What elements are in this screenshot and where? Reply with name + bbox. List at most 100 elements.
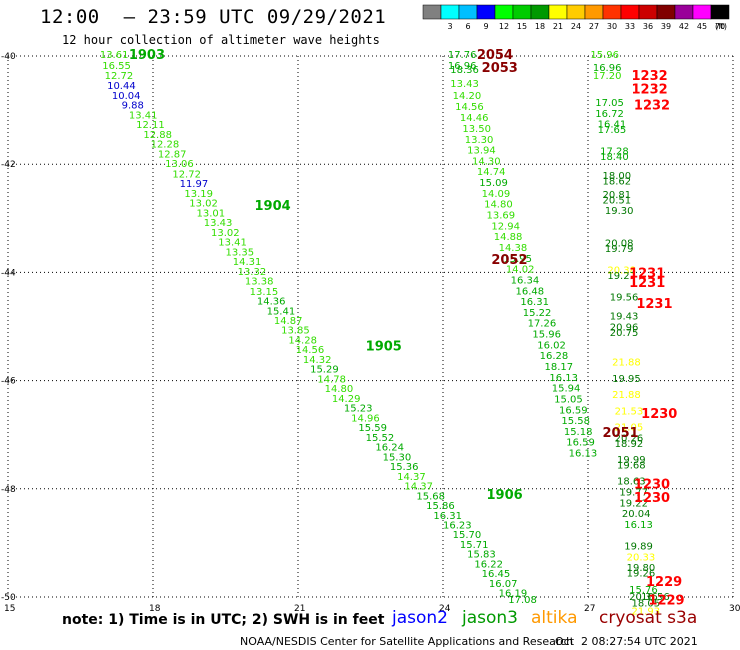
wave-height-label: 13.50 [462, 124, 491, 135]
legend-bin-label: 6 [465, 22, 470, 31]
wave-height-label: 15.71 [460, 540, 489, 551]
legend-swatch [458, 4, 478, 20]
pass-number-label: 1905 [366, 339, 402, 354]
legend-bin-label: 33 [625, 22, 635, 31]
pass-number-label: 1230 [641, 407, 677, 422]
wave-height-label: 12.28 [151, 140, 180, 151]
axes: 15 18 21 24 27 30 -40 -42 -44 -46 -48 -50 [1, 52, 740, 614]
pass-number-label: 1230 [634, 491, 670, 506]
wave-height-label: 21.88 [612, 390, 641, 401]
pass-number-label: 1906 [487, 488, 523, 503]
wave-height-label: 16.55 [102, 61, 131, 72]
legend-bin-label: 36 [643, 22, 653, 31]
legend-bin-label: 39 [661, 22, 671, 31]
pass-number-label: 1229 [648, 594, 684, 609]
wave-height-label: 17.20 [593, 71, 622, 82]
wave-height-label: 13.69 [487, 211, 516, 222]
wave-height-label: 20.51 [603, 195, 632, 206]
wave-height-values: 13.6116.5512.7210.4410.049.8813.4112.111… [100, 50, 670, 618]
wave-height-label: 12.88 [143, 130, 172, 141]
wave-height-label: 13.43 [450, 79, 479, 90]
wave-height-label: 16.07 [489, 579, 518, 590]
x-tick-label: 18 [149, 604, 161, 614]
wave-height-label: 19.99 [617, 455, 646, 466]
legend-swatch [602, 4, 622, 20]
wave-height-label: 21.93 [632, 607, 661, 618]
note-text: note: 1) Time is in UTC; 2) SWH is in fe… [62, 612, 385, 628]
wave-height-label: 18.92 [615, 439, 644, 450]
wave-height-label: 12.11 [136, 120, 165, 131]
wave-height-label: 16.41 [598, 120, 627, 131]
wave-height-label: 14.87 [274, 316, 303, 327]
wave-height-label: 16.23 [443, 521, 472, 532]
wave-height-label: 16.13 [624, 520, 653, 531]
wave-height-label: 15.83 [467, 550, 496, 561]
x-tick-label: 15 [4, 604, 15, 614]
x-tick-label: 21 [294, 604, 305, 614]
wave-height-label: 15.23 [344, 404, 373, 415]
wave-height-label: 18.05 [632, 598, 661, 609]
wave-height-label: 14.80 [325, 384, 354, 395]
legend-bin-label: 24 [571, 22, 581, 31]
wave-height-label: 19.26 [627, 569, 656, 580]
wave-height-label: 16.28 [540, 351, 569, 362]
wave-height-label: 15.22 [523, 308, 552, 319]
wave-height-label: 12.72 [105, 71, 134, 82]
wave-height-label: 15.30 [383, 452, 412, 463]
wave-height-label: 16.48 [516, 286, 545, 297]
wave-height-label: 16.24 [375, 443, 404, 454]
legend-swatch [620, 4, 640, 20]
legend-swatch [710, 4, 730, 20]
wave-height-label: 19.43 [610, 312, 639, 323]
legend-swatch [638, 4, 658, 20]
wave-height-label: 14.56 [296, 345, 325, 356]
wave-height-label: 20.04 [622, 509, 651, 520]
y-tick-label: -42 [1, 160, 16, 170]
wave-height-label: 18.00 [603, 171, 632, 182]
y-tick-label: -48 [1, 485, 16, 495]
y-tick-label: -44 [1, 268, 16, 278]
wave-height-label: 15.94 [552, 384, 581, 395]
x-tick-label: 24 [439, 604, 451, 614]
wave-height-label: 13.61 [100, 50, 129, 61]
wave-height-label: 16.45 [482, 569, 511, 580]
wave-height-label: 9.88 [122, 101, 144, 112]
wave-height-label: 14.88 [494, 232, 523, 243]
pass-number-label: 2052 [491, 253, 527, 268]
wave-height-label: 14.09 [482, 189, 511, 200]
wave-height-label: 13.35 [226, 247, 255, 258]
wave-height-label: 19.27 [607, 271, 636, 282]
wave-height-label: 14.28 [288, 335, 317, 346]
legend-bin-label: 15 [517, 22, 527, 31]
pass-number-label: 1232 [632, 69, 668, 84]
y-tick-label: -40 [1, 52, 16, 62]
wave-height-label: 12.94 [491, 221, 520, 232]
wave-height-label: 16.59 [566, 438, 595, 449]
pass-number-label: 2051 [603, 426, 639, 441]
wave-height-label: 18.40 [600, 152, 629, 163]
legend-bin-label: 9 [483, 22, 488, 31]
legend-cryosat-s3a: cryosat s3a [599, 608, 698, 628]
wave-height-label: 20.33 [627, 552, 656, 563]
y-tick-label: -46 [1, 377, 16, 387]
wave-height-label: 20.08 [605, 239, 634, 250]
legend-altika: altika [531, 608, 578, 628]
wave-height-label: 19.89 [624, 542, 653, 553]
chart-title: 12:00 – 23:59 UTC 09/29/2021 [40, 6, 387, 28]
wave-height-label: 14.80 [484, 200, 513, 211]
wave-height-label: 11.97 [180, 179, 209, 190]
legend-bin-label: 30 [607, 22, 617, 31]
wave-height-label: 16.72 [595, 109, 624, 120]
legend-jason3: jason3 [462, 608, 518, 628]
pass-number-label: 1904 [255, 199, 291, 214]
wave-height-label: 14.20 [453, 91, 482, 102]
wave-height-label: 14.31 [233, 257, 262, 268]
wave-height-label: 14.02 [506, 265, 535, 276]
x-tick-label: 30 [729, 604, 740, 614]
wave-height-label: 16.34 [511, 275, 540, 286]
wave-height-label: 13.01 [197, 208, 226, 219]
legend-swatch [566, 4, 586, 20]
wave-height-label: 16.19 [499, 589, 528, 600]
wave-height-label: 21.88 [612, 358, 641, 369]
wave-height-label: 13.02 [211, 228, 240, 239]
